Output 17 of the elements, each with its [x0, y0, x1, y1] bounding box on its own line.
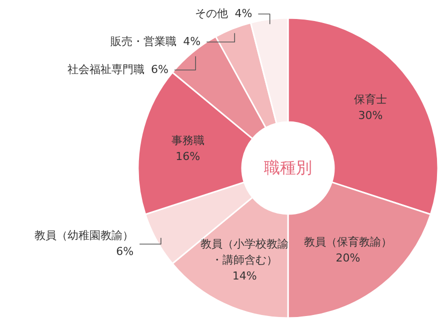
slice-label: 事務職 — [171, 134, 204, 147]
data-label: 4% — [234, 7, 252, 20]
data-label: 4% — [183, 35, 201, 48]
slice-label: 教員（幼稚園教諭） — [34, 229, 134, 242]
slice-label: 教員（小学校教諭・講師含む） — [200, 237, 289, 266]
data-label: 20% — [336, 252, 360, 265]
data-label: 14% — [232, 269, 257, 282]
data-label: 6% — [150, 63, 168, 76]
data-label: 30% — [358, 109, 383, 122]
slice-label: 社会福祉専門職 — [67, 63, 144, 76]
data-label: 16% — [176, 150, 200, 163]
slice-label: 保育士 — [354, 93, 388, 106]
text: 職種別 — [264, 158, 312, 177]
data-label: 6% — [116, 245, 134, 258]
slice-label: 教員（保育教諭） — [304, 236, 392, 249]
slice-label: その他 — [195, 7, 228, 20]
slice-label: 販売・営業職 — [110, 35, 177, 48]
